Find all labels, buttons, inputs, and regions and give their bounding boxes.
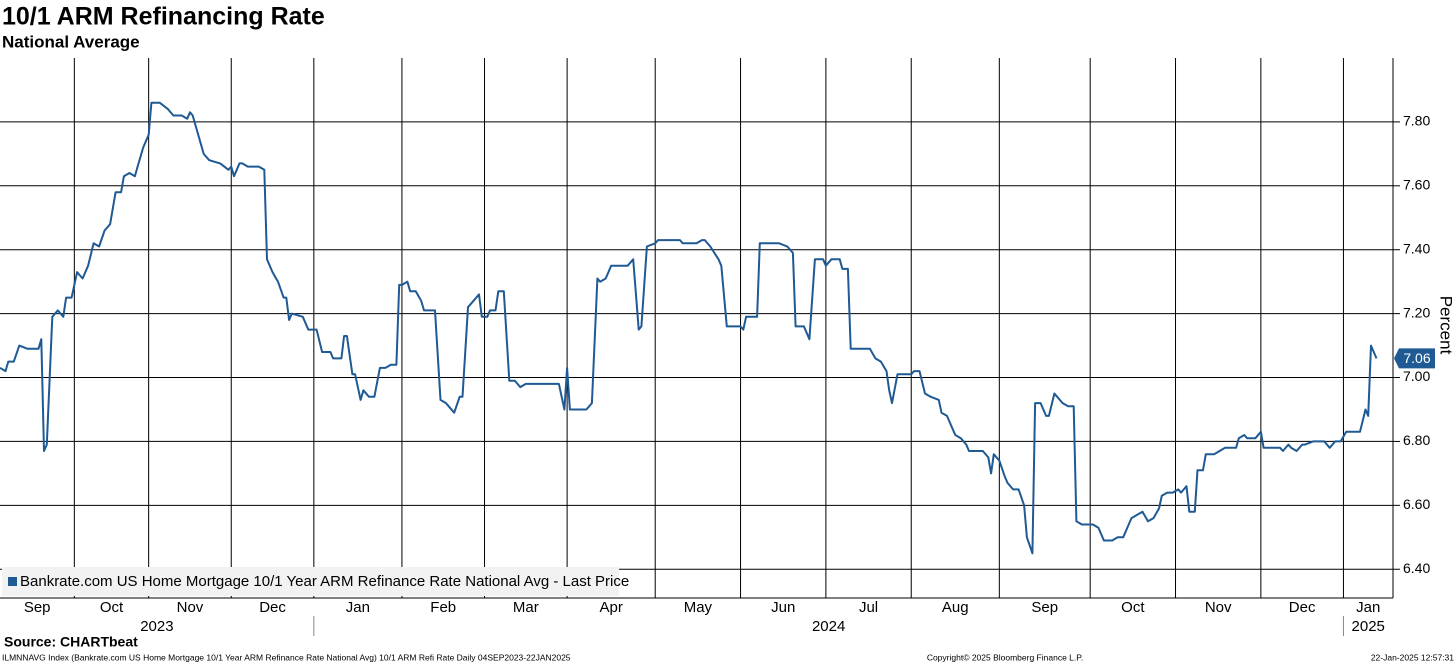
- y-tick-label: 7.40: [1403, 240, 1430, 256]
- x-tick-label: Dec: [1289, 599, 1316, 616]
- x-tick-label: Dec: [259, 599, 286, 616]
- y-tick-label: 7.80: [1403, 113, 1430, 129]
- legend-background: [2, 567, 619, 596]
- last-price-tag: [1394, 348, 1435, 369]
- x-tick-label: Nov: [1205, 599, 1232, 616]
- y-tick-label: 7.20: [1403, 304, 1430, 320]
- footer-left: ILMNNAVG Index (Bankrate.com US Home Mor…: [2, 652, 571, 662]
- source: Source: CHARTbeat: [4, 634, 138, 650]
- footer-center: Copyright© 2025 Bloomberg Finance L.P.: [927, 652, 1083, 662]
- x-tick-label: Jan: [1356, 599, 1380, 616]
- y-tick-label: 6.60: [1403, 496, 1430, 512]
- legend-swatch: [8, 577, 17, 586]
- x-tick-label: Jun: [771, 599, 795, 616]
- x-tick-label: Nov: [177, 599, 204, 616]
- year-label: 2025: [1352, 618, 1385, 635]
- y-tick-label: 7.00: [1403, 368, 1430, 384]
- y-tick-label: 6.40: [1403, 560, 1430, 576]
- legend-label: Bankrate.com US Home Mortgage 10/1 Year …: [20, 573, 629, 590]
- x-tick-label: Sep: [1031, 599, 1058, 616]
- x-tick-label: Feb: [430, 599, 456, 616]
- x-tick-label: Mar: [513, 599, 539, 616]
- y-axis-label: Percent: [1437, 296, 1456, 355]
- x-tick-label: Aug: [942, 599, 969, 616]
- legend: Bankrate.com US Home Mortgage 10/1 Year …: [2, 567, 629, 596]
- x-tick-label: Apr: [599, 599, 622, 616]
- footer-right: 22-Jan-2025 12:57:31: [1371, 652, 1454, 662]
- year-label: 2023: [140, 618, 173, 635]
- y-tick-label: 6.80: [1403, 432, 1430, 448]
- x-tick-label: Jul: [859, 599, 878, 616]
- x-tick-label: Oct: [1121, 599, 1145, 616]
- series-line: [0, 101, 1378, 555]
- x-tick-label: Oct: [100, 599, 124, 616]
- x-tick-label: Sep: [24, 599, 51, 616]
- chart-title: 10/1 ARM Refinancing Rate: [2, 3, 325, 31]
- year-label: 2024: [812, 618, 845, 635]
- x-tick-label: Jan: [346, 599, 370, 616]
- y-tick-label: 7.60: [1403, 177, 1430, 193]
- last-price-label: 7.06: [1403, 350, 1430, 366]
- chart-subtitle: National Average: [2, 32, 140, 51]
- x-tick-label: May: [684, 599, 713, 616]
